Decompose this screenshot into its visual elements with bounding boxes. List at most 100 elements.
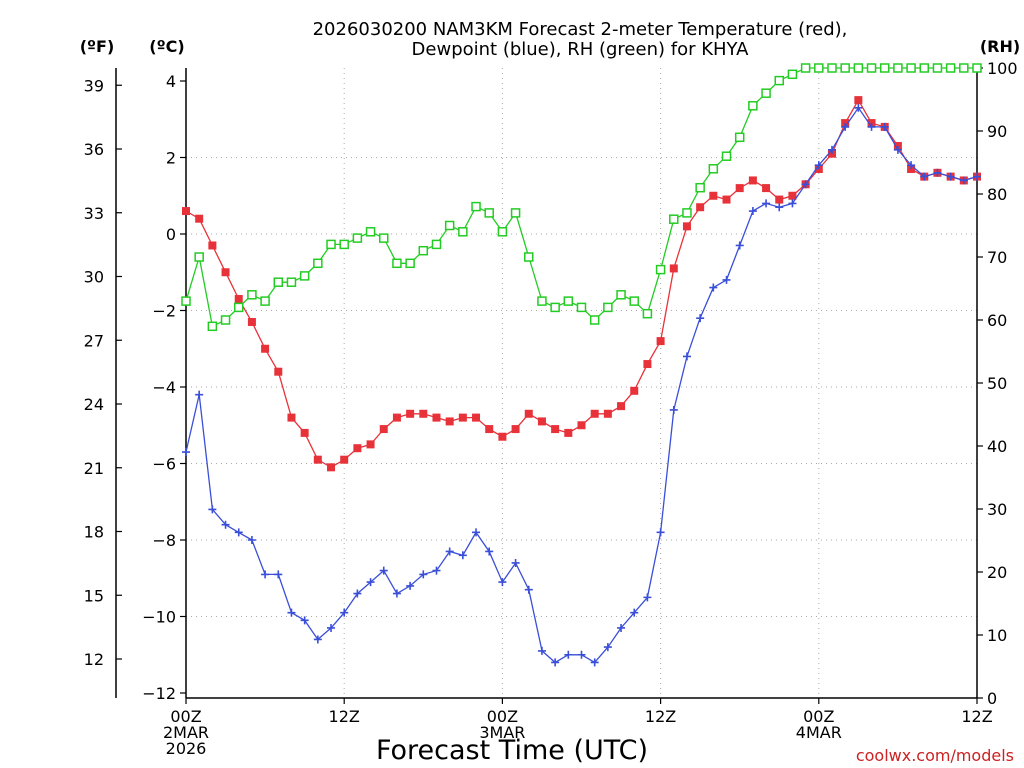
2-meter-temperature-point: [524, 409, 533, 418]
2-meter-temperature-point: [392, 413, 401, 422]
axes: [115, 68, 978, 699]
2-meter-temperature-point: [195, 214, 204, 223]
dewpoint-point: [748, 207, 757, 216]
2-meter-temperature-point: [406, 409, 415, 418]
rh-point: [616, 290, 626, 300]
2-meter-temperature-point: [709, 191, 718, 200]
rh-point: [576, 302, 587, 313]
2-meter-temperature-point: [472, 413, 481, 422]
dewpoint-point: [432, 566, 441, 575]
fahrenheit-tick-label: 24: [84, 395, 104, 414]
dewpoint-point: [907, 161, 916, 170]
rh-point: [510, 208, 521, 218]
celsius-tick-label: −6: [152, 455, 176, 474]
dewpoint-point: [959, 176, 968, 185]
rh-point: [748, 101, 758, 111]
2-meter-temperature-series: [182, 96, 981, 472]
2-meter-temperature-point: [788, 191, 797, 200]
2-meter-temperature-point: [590, 409, 599, 418]
dewpoint-point: [841, 122, 850, 131]
time-tick-label: 00Z: [170, 707, 201, 726]
time-tick-label: 12Z: [645, 707, 676, 726]
2-meter-temperature-point: [313, 455, 322, 464]
2-meter-temperature-point: [854, 96, 863, 105]
rh-point: [629, 296, 639, 306]
rh-point: [313, 258, 323, 269]
celsius-axis-label: (ºC): [149, 37, 184, 56]
2-meter-temperature-point: [577, 421, 586, 430]
2-meter-temperature-point: [445, 417, 454, 426]
chart-title-line-1: 2026030200 NAM3KM Forecast 2-meter Tempe…: [313, 19, 848, 40]
dewpoint-point: [287, 608, 296, 617]
time-tick-label: 00Z: [803, 707, 834, 726]
rh-tick-label: 90: [987, 122, 1007, 141]
rh-tick-label: 70: [987, 248, 1007, 267]
credit-text: coolwx.com/models: [856, 746, 1014, 765]
dewpoint-point: [827, 145, 836, 154]
dewpoint-point: [195, 390, 204, 399]
rh-point: [840, 63, 850, 73]
rh-point: [458, 227, 468, 237]
time-tick-label: 12Z: [329, 707, 360, 726]
rh-point: [537, 296, 547, 306]
dewpoint-point: [590, 658, 599, 667]
dewpoint-point: [893, 145, 902, 154]
dewpoint-point: [933, 168, 942, 177]
rh-point: [418, 245, 429, 256]
2-meter-temperature-point: [208, 241, 217, 250]
rh-point: [260, 296, 270, 306]
2-meter-temperature-point: [643, 360, 652, 369]
rh-point: [655, 264, 666, 275]
dewpoint-point: [617, 623, 626, 632]
2-meter-temperature-point: [485, 425, 494, 434]
celsius-tick-label: −12: [142, 684, 176, 703]
rh-series: [181, 63, 982, 332]
rh-tick-label: 30: [987, 500, 1007, 519]
fahrenheit-tick-label: 30: [84, 268, 104, 287]
fahrenheit-tick-label: 33: [84, 204, 104, 223]
rh-point: [695, 182, 705, 193]
rh-point: [444, 220, 455, 231]
rh-point: [352, 233, 363, 243]
2-meter-temperature-point: [221, 268, 230, 277]
celsius-axis-ticks: 4 2 0 −2 −4 −6 −8 −10 −12: [142, 72, 186, 703]
dewpoint-point: [472, 528, 481, 537]
rh-point: [273, 277, 284, 287]
fahrenheit-axis-ticks: 39 36 33 30 27 24 21 18 15 12: [84, 76, 122, 669]
dewpoint-point: [946, 172, 955, 181]
rh-point: [220, 315, 231, 325]
2-meter-temperature-point: [247, 317, 256, 326]
dewpoint-point: [379, 566, 388, 575]
dewpoint-point: [419, 570, 428, 579]
dewpoint-point: [669, 405, 678, 414]
dewpoint-point: [445, 547, 454, 556]
rh-tick-label: 40: [987, 437, 1007, 456]
dewpoint-point: [392, 589, 401, 598]
rh-point: [814, 63, 824, 73]
rh-point: [326, 239, 336, 250]
rh-point: [392, 258, 402, 269]
dewpoint-line: [185, 106, 978, 664]
dewpoint-point: [182, 448, 190, 457]
2-meter-temperature-point: [669, 264, 678, 273]
dewpoint-point: [920, 172, 929, 181]
2-meter-temperature-point: [182, 207, 190, 216]
rh-tick-label: 50: [987, 374, 1007, 393]
rh-point: [524, 252, 534, 262]
time-tick-label: 4MAR: [796, 723, 842, 742]
2-meter-temperature-point: [735, 184, 744, 193]
rh-point: [431, 239, 442, 250]
fahrenheit-tick-label: 39: [84, 76, 104, 95]
rh-point: [866, 63, 877, 73]
rh-tick-label: 80: [987, 185, 1007, 204]
rh-tick-label: 10: [987, 626, 1007, 645]
fahrenheit-tick-label: 18: [84, 523, 104, 542]
fahrenheit-tick-label: 27: [84, 331, 104, 350]
dewpoint-point: [577, 650, 586, 659]
2-meter-temperature-point: [274, 367, 283, 376]
celsius-tick-label: −8: [152, 531, 176, 550]
rh-point: [800, 63, 811, 73]
rh-point: [405, 258, 415, 269]
